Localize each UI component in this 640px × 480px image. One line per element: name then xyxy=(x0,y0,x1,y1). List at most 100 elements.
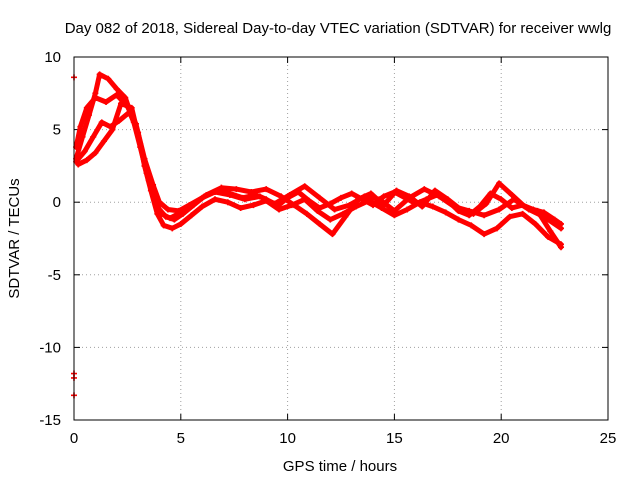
data-point xyxy=(188,212,195,219)
data-points xyxy=(71,71,565,399)
data-point xyxy=(250,202,257,209)
data-point xyxy=(511,196,518,203)
chart-title: Day 082 of 2018, Sidereal Day-to-day VTE… xyxy=(65,20,612,37)
data-point xyxy=(508,205,515,212)
y-tick-label: -15 xyxy=(39,412,61,429)
data-point xyxy=(226,191,233,198)
data-point xyxy=(346,202,353,209)
data-point xyxy=(286,191,293,198)
data-point xyxy=(558,225,565,232)
data-point xyxy=(132,120,139,127)
y-tick-label: 10 xyxy=(44,49,61,66)
data-point xyxy=(468,222,475,229)
data-point xyxy=(348,190,355,197)
data-point xyxy=(376,196,383,203)
data-point xyxy=(327,216,334,223)
data-point xyxy=(92,94,99,101)
data-point xyxy=(113,91,120,98)
x-axis-label: GPS time / hours xyxy=(283,458,397,475)
data-point xyxy=(406,194,413,201)
data-point xyxy=(451,203,458,210)
data-point xyxy=(508,191,515,198)
data-point xyxy=(186,202,193,209)
data-point xyxy=(164,206,171,213)
data-point xyxy=(141,155,148,162)
data-point xyxy=(158,210,165,217)
data-point xyxy=(233,186,240,193)
data-point xyxy=(301,196,308,203)
data-point xyxy=(342,213,349,220)
data-point xyxy=(404,206,411,213)
data-point xyxy=(338,194,344,201)
data-point xyxy=(90,133,97,140)
data-point xyxy=(96,71,103,78)
data-point xyxy=(276,206,283,213)
data-point xyxy=(75,161,82,168)
y-tick-label: 0 xyxy=(53,194,61,211)
data-point xyxy=(545,234,552,241)
data-point xyxy=(237,205,244,212)
data-point xyxy=(109,126,116,133)
data-point xyxy=(496,180,503,187)
y-tick-labels: -15 -10 -5 0 5 10 xyxy=(39,49,61,429)
data-point xyxy=(483,200,490,207)
data-point xyxy=(481,231,488,238)
series-track-1 xyxy=(73,71,565,227)
data-point xyxy=(316,194,323,201)
data-point xyxy=(301,183,308,190)
data-point xyxy=(175,207,182,214)
y-tick-label: -5 xyxy=(48,267,61,284)
x-tick-label: 10 xyxy=(279,430,296,447)
data-point xyxy=(361,193,368,200)
plot-frame xyxy=(73,56,609,421)
data-point xyxy=(92,149,99,156)
data-point xyxy=(77,123,84,130)
data-point xyxy=(83,157,90,164)
data-point xyxy=(498,196,505,203)
data-point xyxy=(241,196,248,203)
data-point xyxy=(303,210,310,217)
data-point xyxy=(100,138,107,145)
data-point xyxy=(525,206,532,213)
x-tick-labels: 0 5 10 15 20 25 xyxy=(70,430,617,447)
data-point xyxy=(466,207,473,214)
data-point xyxy=(393,187,400,194)
data-point xyxy=(169,225,176,232)
data-point xyxy=(122,94,129,101)
data-point xyxy=(314,207,321,214)
data-point xyxy=(199,203,206,210)
data-point xyxy=(329,231,336,238)
data-point xyxy=(419,203,426,210)
data-point xyxy=(103,99,110,106)
data-point xyxy=(271,200,278,207)
data-point xyxy=(429,203,436,210)
data-point xyxy=(124,103,131,110)
x-tick-label: 5 xyxy=(177,430,185,447)
data-point xyxy=(436,193,443,200)
data-point xyxy=(316,220,323,227)
data-point xyxy=(532,220,539,227)
data-point xyxy=(442,209,449,216)
data-point xyxy=(98,119,105,126)
data-point xyxy=(105,75,112,82)
data-point xyxy=(256,193,263,200)
grid-lines xyxy=(74,57,608,420)
data-point xyxy=(558,244,565,251)
data-point xyxy=(547,228,554,235)
data-point xyxy=(380,193,387,200)
data-point xyxy=(167,215,174,222)
data-point xyxy=(218,184,225,191)
y-axis-label: SDTVAR / TECUs xyxy=(6,178,23,298)
x-tick-label: 25 xyxy=(600,430,617,447)
data-point xyxy=(83,104,90,111)
data-point xyxy=(493,225,500,232)
y-tick-label: 5 xyxy=(53,122,61,139)
data-point xyxy=(540,213,547,220)
data-point xyxy=(248,189,255,196)
data-point xyxy=(391,207,398,214)
data-point xyxy=(481,212,488,219)
data-point xyxy=(455,216,462,223)
x-tick-label: 15 xyxy=(386,430,403,447)
data-point xyxy=(519,210,526,217)
